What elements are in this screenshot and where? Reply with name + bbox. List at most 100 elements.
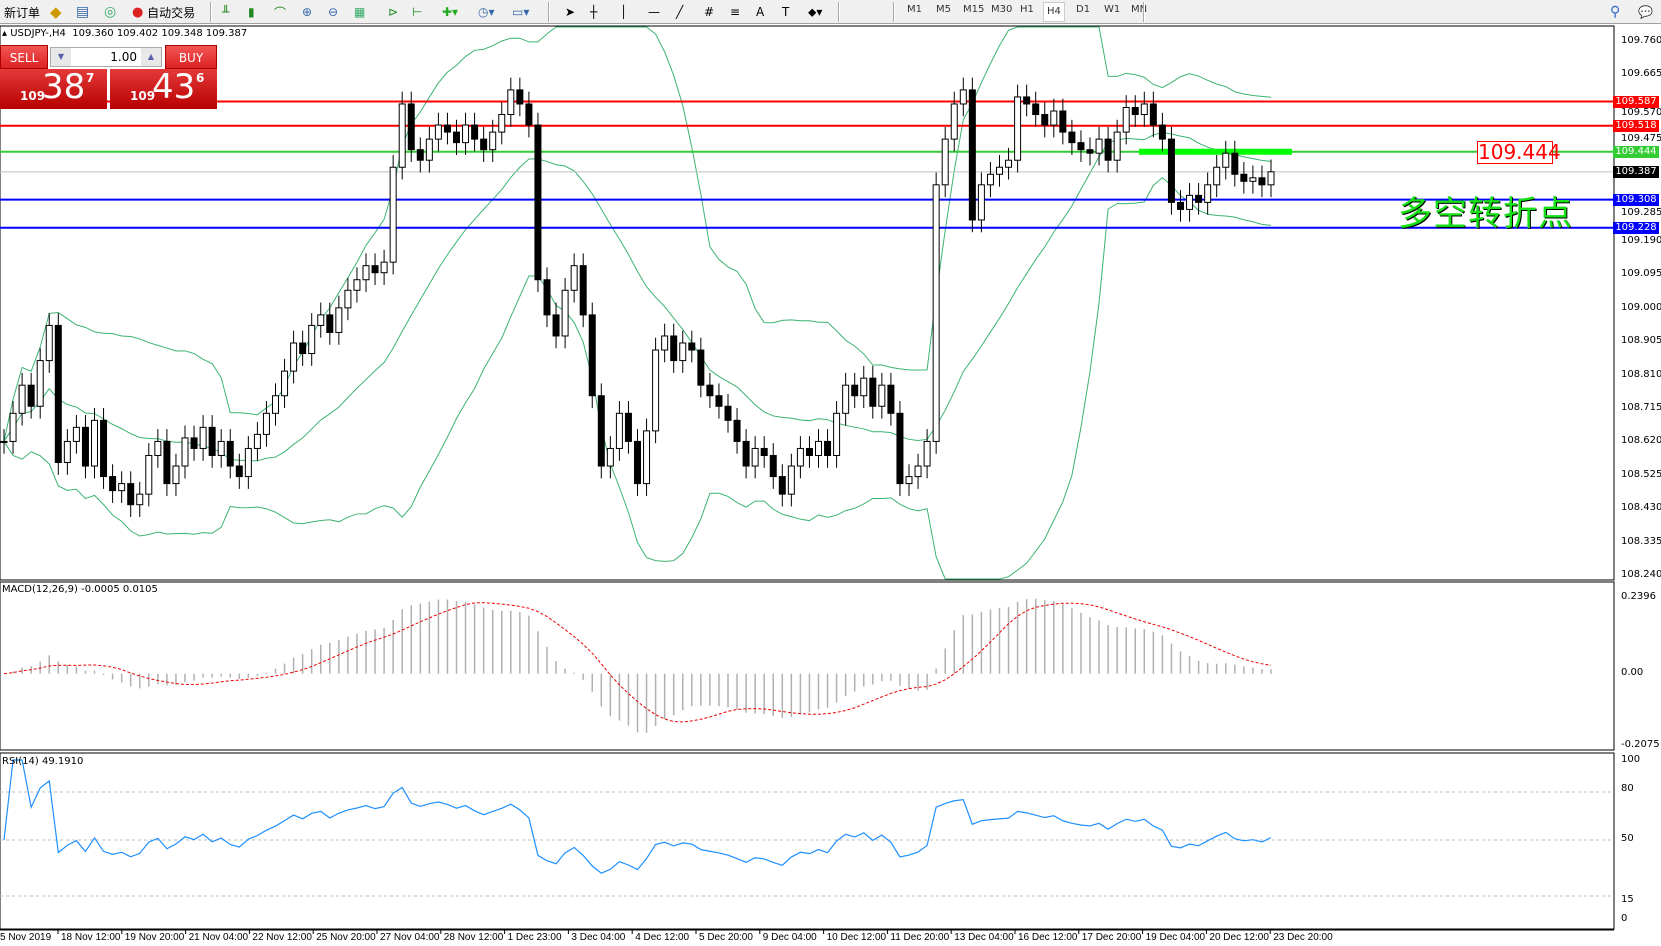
buy-button[interactable]: BUY — [165, 45, 217, 69]
candle-body — [1086, 149, 1094, 154]
price-axis-label: 109.285 — [1621, 206, 1661, 218]
lot-decrease-button[interactable]: ▼ — [51, 48, 71, 66]
candle — [335, 295, 343, 345]
lot-value[interactable]: 1.00 — [110, 50, 137, 64]
level-price-tag: 109.444 — [1613, 145, 1659, 158]
candle — [842, 372, 850, 426]
candle-body — [290, 342, 298, 372]
candle-body — [1032, 103, 1040, 116]
level-price-label[interactable]: 109.444 — [1477, 140, 1561, 164]
lot-increase-button[interactable]: ▲ — [141, 48, 161, 66]
timeframe-h1[interactable]: H1 — [1020, 4, 1034, 15]
candle — [634, 429, 641, 496]
candle — [1249, 165, 1257, 194]
autoscroll-icon[interactable]: ⊢ — [412, 5, 423, 19]
chart-shift-icon[interactable]: ⊳ — [388, 5, 399, 19]
arrows-icon[interactable]: ⬥▾ — [808, 4, 823, 19]
buy-price[interactable]: 109 43 6 — [110, 67, 217, 109]
candle-body — [317, 314, 325, 326]
candle-body — [226, 440, 234, 467]
candle — [733, 408, 741, 454]
fibonacci-icon[interactable]: ≡ — [730, 5, 741, 19]
candle — [1113, 119, 1121, 173]
pivot-annotation-text[interactable]: 多空转折点 — [1398, 194, 1573, 234]
price-axis-label: 109.760 — [1621, 34, 1661, 46]
candle-body — [760, 447, 768, 456]
sell-button[interactable]: SELL — [0, 45, 48, 69]
text-icon[interactable]: A — [756, 5, 765, 19]
level-price-tag: 109.387 — [1613, 165, 1659, 178]
candle-body — [860, 377, 868, 397]
candle — [371, 253, 379, 286]
trendline-icon[interactable]: ╱ — [676, 5, 684, 19]
navigator-icon[interactable]: ◎ — [104, 4, 117, 20]
candle-body — [335, 307, 343, 333]
timeframe-h4[interactable]: H4 — [1043, 2, 1065, 22]
data-window-icon[interactable]: ▤ — [76, 4, 90, 20]
candle — [688, 330, 696, 363]
candle-body — [353, 279, 361, 291]
candle — [959, 77, 967, 117]
timeframe-w1[interactable]: W1 — [1104, 4, 1121, 15]
timeframe-m15[interactable]: M15 — [963, 4, 985, 15]
sell-price-prefix: 109 — [20, 89, 46, 103]
chart-canvas[interactable] — [0, 25, 1661, 946]
market-watch-icon[interactable]: ◆ — [50, 3, 62, 21]
candle-body — [561, 289, 569, 337]
candle-body — [362, 265, 370, 281]
chat-icon[interactable]: 💬 — [1638, 5, 1653, 19]
sell-price[interactable]: 109 38 7 — [0, 67, 107, 109]
indicators-icon[interactable]: ✚▾ — [442, 5, 459, 19]
candle-body — [154, 440, 162, 456]
candle-body — [733, 419, 741, 442]
candle-body — [262, 412, 270, 435]
timeframe-m5[interactable]: M5 — [936, 4, 951, 15]
lot-size-input[interactable]: ▼ 1.00 ▲ — [50, 47, 162, 67]
candle — [706, 372, 714, 409]
zoom-in-icon[interactable]: ⊕ — [302, 5, 313, 19]
templates-icon[interactable]: ▭▾ — [512, 5, 530, 19]
price-axis-label: 108.335 — [1621, 535, 1661, 547]
candle-body — [1240, 173, 1248, 182]
candle-body — [715, 395, 723, 407]
candle — [127, 471, 135, 518]
candle — [552, 302, 560, 349]
timeframe-m1[interactable]: M1 — [907, 4, 922, 15]
text-label-icon[interactable]: T — [782, 5, 790, 19]
tile-windows-icon[interactable]: ▦ — [354, 5, 366, 19]
candle-body — [1231, 152, 1239, 175]
timeframe-m30[interactable]: M30 — [991, 4, 1013, 15]
search-icon[interactable]: ⚲ — [1610, 4, 1621, 20]
candlestick-chart-icon[interactable]: ▮ — [248, 5, 255, 19]
candle-body — [896, 412, 904, 485]
candle — [1158, 112, 1166, 152]
auto-trading-button[interactable]: ● 自动交易 — [132, 2, 195, 22]
periods-icon[interactable]: ◷▾ — [478, 5, 495, 19]
horizontal-line-icon[interactable]: — — [648, 5, 660, 19]
equidistant-channel-icon[interactable]: # — [704, 5, 715, 19]
zoom-out-icon[interactable]: ⊖ — [328, 5, 339, 19]
candle-body — [1258, 177, 1266, 186]
cursor-icon[interactable]: ➤ — [565, 5, 576, 19]
price-axis-label: 108.240 — [1621, 569, 1661, 580]
candle — [679, 330, 687, 373]
candle — [145, 443, 153, 507]
candle-body — [1014, 96, 1022, 161]
new-order-button[interactable]: 新订单 — [4, 2, 40, 22]
candle — [805, 436, 813, 468]
crosshair-icon[interactable]: ┼ — [590, 5, 598, 19]
candle-body — [606, 447, 614, 467]
timeframe-d1[interactable]: D1 — [1076, 4, 1091, 15]
bar-chart-icon[interactable]: ╨ — [222, 5, 230, 19]
candle — [154, 429, 162, 468]
candle-body — [217, 440, 225, 456]
time-axis-label: 27 Nov 04:00 — [380, 932, 440, 943]
candle — [986, 161, 994, 198]
price-axis-label: 108.525 — [1621, 468, 1661, 480]
candle — [1140, 91, 1148, 127]
vertical-line-icon[interactable]: │ — [620, 5, 628, 19]
timeframe-mn[interactable]: MN — [1131, 4, 1148, 15]
line-chart-icon[interactable]: ⌒ — [274, 5, 287, 20]
new-order-label: 新订单 — [4, 5, 41, 20]
candle — [887, 372, 895, 426]
